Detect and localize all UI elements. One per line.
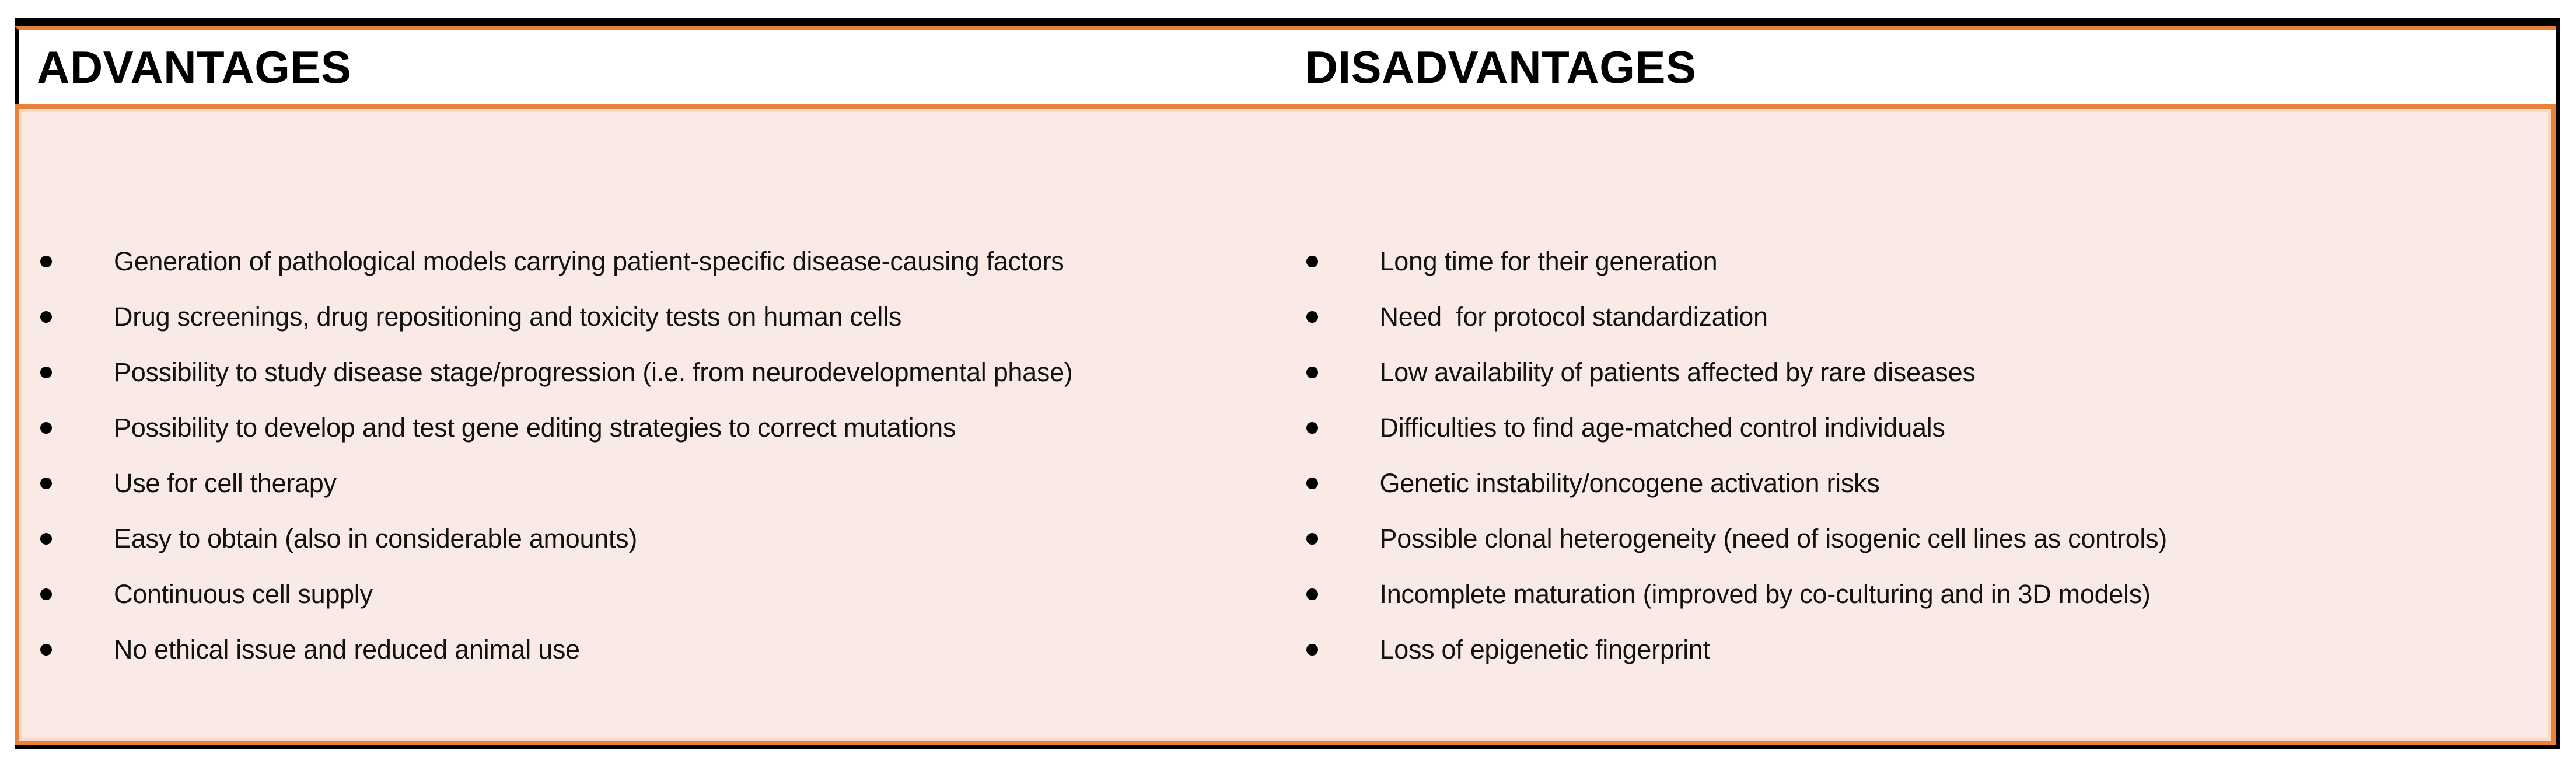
list-item: Long time for their generation — [1285, 234, 2551, 289]
advantages-list: Generation of pathological models carryi… — [19, 109, 1285, 741]
list-item: Possible clonal heterogeneity (need of i… — [1285, 511, 2551, 566]
list-item-text: Low availability of patients affected by… — [1379, 357, 1976, 387]
table-header-row: ADVANTAGES DISADVANTAGES — [15, 26, 2556, 104]
list-item: Incomplete maturation (improved by co-cu… — [1285, 566, 2551, 622]
list-item-text: Use for cell therapy — [114, 468, 337, 498]
list-item-text: Incomplete maturation (improved by co-cu… — [1379, 579, 2151, 609]
disadvantages-header-label: DISADVANTAGES — [1305, 41, 1697, 93]
bullet-icon — [1306, 366, 1318, 378]
list-item: Use for cell therapy — [19, 455, 1285, 511]
bullet-icon — [40, 311, 52, 323]
advantages-disadvantages-table: ADVANTAGES DISADVANTAGES Generation of p… — [15, 18, 2560, 749]
bullet-icon — [1306, 421, 1318, 434]
list-item-text: Possibility to study disease stage/progr… — [114, 357, 1073, 387]
bullet-icon — [1306, 588, 1318, 600]
list-item-text: Possible clonal heterogeneity (need of i… — [1379, 523, 2168, 553]
list-item-text: Drug screenings, drug repositioning and … — [114, 301, 902, 332]
bullet-icon — [1306, 477, 1318, 489]
list-item: Generation of pathological models carryi… — [19, 234, 1285, 289]
table-frame: ADVANTAGES DISADVANTAGES Generation of p… — [15, 18, 2560, 749]
list-item-text: Generation of pathological models carryi… — [114, 246, 1064, 276]
list-item-text: No ethical issue and reduced animal use — [114, 634, 580, 664]
bullet-icon — [40, 532, 52, 545]
bullet-icon — [1306, 255, 1318, 267]
list-item-text: Difficulties to find age-matched control… — [1379, 412, 1945, 443]
bullet-icon — [40, 366, 52, 378]
list-item-text: Loss of epigenetic fingerprint — [1379, 634, 1711, 664]
bullet-icon — [40, 255, 52, 267]
list-item: Easy to obtain (also in considerable amo… — [19, 511, 1285, 566]
list-item: Loss of epigenetic fingerprint — [1285, 622, 2551, 677]
list-item: Low availability of patients affected by… — [1285, 344, 2551, 400]
table-body-row: Generation of pathological models carryi… — [15, 104, 2556, 745]
list-item-text: Long time for their generation — [1379, 246, 1718, 276]
list-item-text: Continuous cell supply — [114, 579, 373, 609]
advantages-header-label: ADVANTAGES — [37, 41, 352, 93]
list-item: Need for protocol standardization — [1285, 289, 2551, 344]
list-item: Possibility to study disease stage/progr… — [19, 344, 1285, 400]
list-item: Genetic instability/oncogene activation … — [1285, 455, 2551, 511]
bullet-icon — [1306, 643, 1318, 656]
list-item: Continuous cell supply — [19, 566, 1285, 622]
list-item: Possibility to develop and test gene edi… — [19, 400, 1285, 455]
bullet-icon — [40, 643, 52, 656]
list-item-text: Genetic instability/oncogene activation … — [1379, 468, 1880, 498]
list-item: No ethical issue and reduced animal use — [19, 622, 1285, 677]
header-cell-disadvantages: DISADVANTAGES — [1288, 30, 2556, 104]
bullet-icon — [40, 421, 52, 434]
list-item: Difficulties to find age-matched control… — [1285, 400, 2551, 455]
bullet-icon — [1306, 311, 1318, 323]
disadvantages-list: Long time for their generation Need for … — [1285, 109, 2551, 741]
bullet-icon — [40, 477, 52, 489]
list-item-text: Easy to obtain (also in considerable amo… — [114, 523, 638, 553]
list-item-text: Need for protocol standardization — [1379, 301, 1768, 332]
list-item: Drug screenings, drug repositioning and … — [19, 289, 1285, 344]
bullet-icon — [1306, 532, 1318, 545]
list-item-text: Possibility to develop and test gene edi… — [114, 412, 956, 443]
bullet-icon — [40, 588, 52, 600]
header-cell-advantages: ADVANTAGES — [19, 30, 1288, 104]
